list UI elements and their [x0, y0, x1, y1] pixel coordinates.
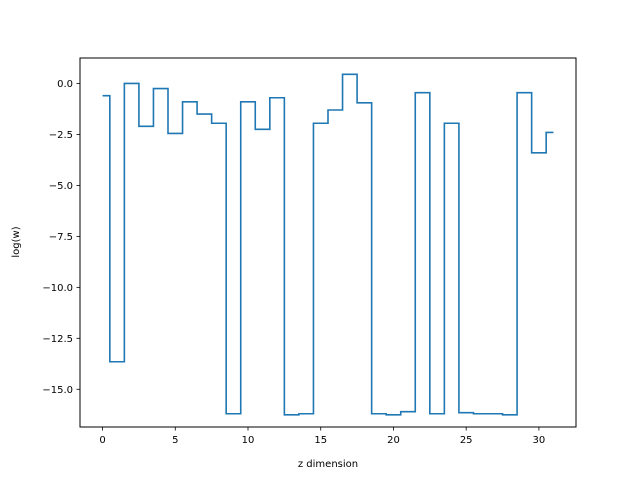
- y-tick-label: 0.0: [57, 79, 73, 90]
- x-tick-label: 10: [242, 435, 255, 446]
- x-tick-label: 5: [172, 435, 178, 446]
- y-tick-label: −2.5: [49, 130, 73, 141]
- y-tick-label: −7.5: [49, 232, 73, 243]
- x-tick-label: 15: [314, 435, 327, 446]
- y-tick-label: −10.0: [42, 283, 73, 294]
- y-tick-label: −12.5: [42, 334, 73, 345]
- y-tick-label: −15.0: [42, 385, 73, 396]
- data-layer: [102, 73, 554, 416]
- x-tick-label: 30: [533, 435, 546, 446]
- x-axis-label: z dimension: [298, 459, 358, 470]
- x-tick-label: 0: [99, 435, 105, 446]
- axes-frame: [79, 57, 577, 428]
- x-tick-label: 25: [460, 435, 473, 446]
- y-tick-label: −5.0: [49, 181, 73, 192]
- series-line-0: [102, 73, 554, 416]
- tick-layer: 0 5 10 15 20 25 30 0.0 −2.5 −5.0 −7.5 −10.0 −12.5 −15…: [42, 79, 545, 446]
- y-axis-label: log(w): [11, 226, 22, 257]
- x-tick-label: 20: [387, 435, 400, 446]
